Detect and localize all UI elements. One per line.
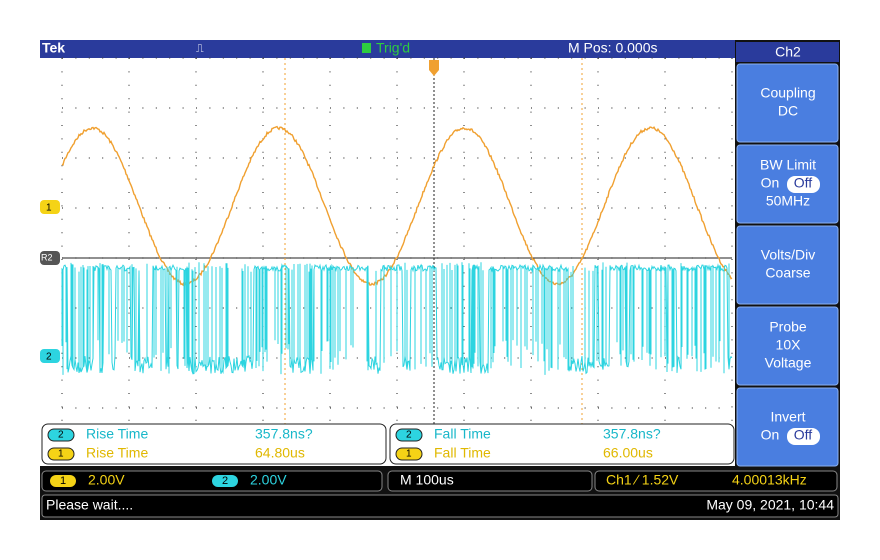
top-bar — [40, 40, 735, 58]
info-box — [387, 470, 593, 492]
menu-title-bg — [736, 42, 839, 62]
measurement-value: 64.80us — [255, 445, 305, 461]
button-label: Coarse — [765, 265, 810, 281]
channel-badge-label: 2 — [58, 430, 64, 441]
button-label: Coupling — [760, 85, 815, 101]
measurement-label: Rise Time — [86, 445, 148, 461]
button-label: 50MHz — [766, 193, 810, 209]
toggle-selected — [787, 176, 820, 193]
measurement-box — [389, 423, 735, 465]
toggle-option: On — [761, 175, 780, 191]
menu-title: Ch2 — [775, 44, 801, 60]
status-bar — [41, 494, 839, 518]
menu-button — [736, 225, 839, 305]
measurement-value: 357.8ns? — [255, 426, 313, 442]
channel-badge — [395, 447, 423, 461]
menu-button — [736, 63, 839, 143]
menu-button — [736, 387, 839, 467]
button-label: 10X — [776, 337, 802, 353]
toggle-selected — [787, 428, 820, 445]
status-message: Please wait.... — [46, 497, 133, 513]
acq-icon: ⎍ — [196, 43, 204, 55]
ref-marker-label: R2 — [41, 252, 53, 262]
waveforms — [61, 125, 733, 375]
position: M Pos: 0.000s — [568, 40, 658, 56]
trig-icon — [362, 43, 371, 53]
ch1-marker — [40, 200, 60, 214]
channel-badge — [395, 428, 423, 442]
ch2-trace — [61, 262, 733, 375]
channel-badge — [47, 447, 75, 461]
graticule — [40, 58, 735, 466]
brand: Tek — [42, 40, 65, 56]
channel-badge-label: 1 — [58, 449, 64, 460]
channel-badge — [47, 428, 75, 442]
ref-marker — [40, 251, 60, 265]
trigger-level: Ch1 ∕ 1.52V — [606, 472, 679, 488]
ch2-scale: 2.00V — [250, 472, 287, 488]
trigger-state: Trig'd — [376, 40, 410, 56]
button-label: Invert — [770, 409, 805, 425]
info-box — [594, 470, 838, 492]
channel-badge-label: 2 — [222, 475, 228, 487]
button-label: DC — [778, 103, 798, 119]
side-menu: Ch2 Coupling DC BW Limit On Off 50MHz Volts/Div… — [736, 42, 839, 467]
button-label: BW Limit — [760, 157, 816, 173]
button-label: Probe — [769, 319, 807, 335]
channel-badge-label: 1 — [60, 475, 66, 487]
ch2-marker-label: 2 — [46, 352, 52, 363]
channel-badge — [212, 475, 238, 487]
ch1-trace — [61, 125, 733, 287]
measurement-box — [41, 423, 387, 465]
status-bars: 1 2.00V 2 2.00V M 100us Ch1 ∕ 1.52V 4.00013kHz… — [41, 470, 839, 518]
channel-badge-label: 2 — [406, 430, 412, 441]
frequency: 4.00013kHz — [732, 472, 807, 488]
channel-badge — [50, 475, 76, 487]
toggle-option: Off — [794, 427, 813, 443]
ch2-marker — [40, 349, 60, 363]
menu-button — [736, 306, 839, 386]
timebase: M 100us — [400, 472, 454, 488]
button-label: Voltage — [765, 355, 812, 371]
measurement-value: 66.00us — [603, 445, 653, 461]
ch1-marker-label: 1 — [46, 203, 52, 214]
toggle-option: Off — [794, 175, 813, 191]
channel-badge-label: 1 — [406, 449, 412, 460]
measurement-value: 357.8ns? — [603, 426, 661, 442]
measurement-label: Fall Time — [434, 445, 491, 461]
measurements: 2 Rise Time 357.8ns? 1 Rise Time 64.80us 2 Fall… — [41, 423, 735, 465]
toggle-option: On — [761, 427, 780, 443]
measurement-label: Rise Time — [86, 426, 148, 442]
ch1-scale: 2.00V — [88, 472, 125, 488]
measurement-label: Fall Time — [434, 426, 491, 442]
button-label: Volts/Div — [761, 247, 815, 263]
trigger-marker — [429, 60, 439, 76]
datetime: May 09, 2021, 10:44 — [706, 497, 834, 513]
